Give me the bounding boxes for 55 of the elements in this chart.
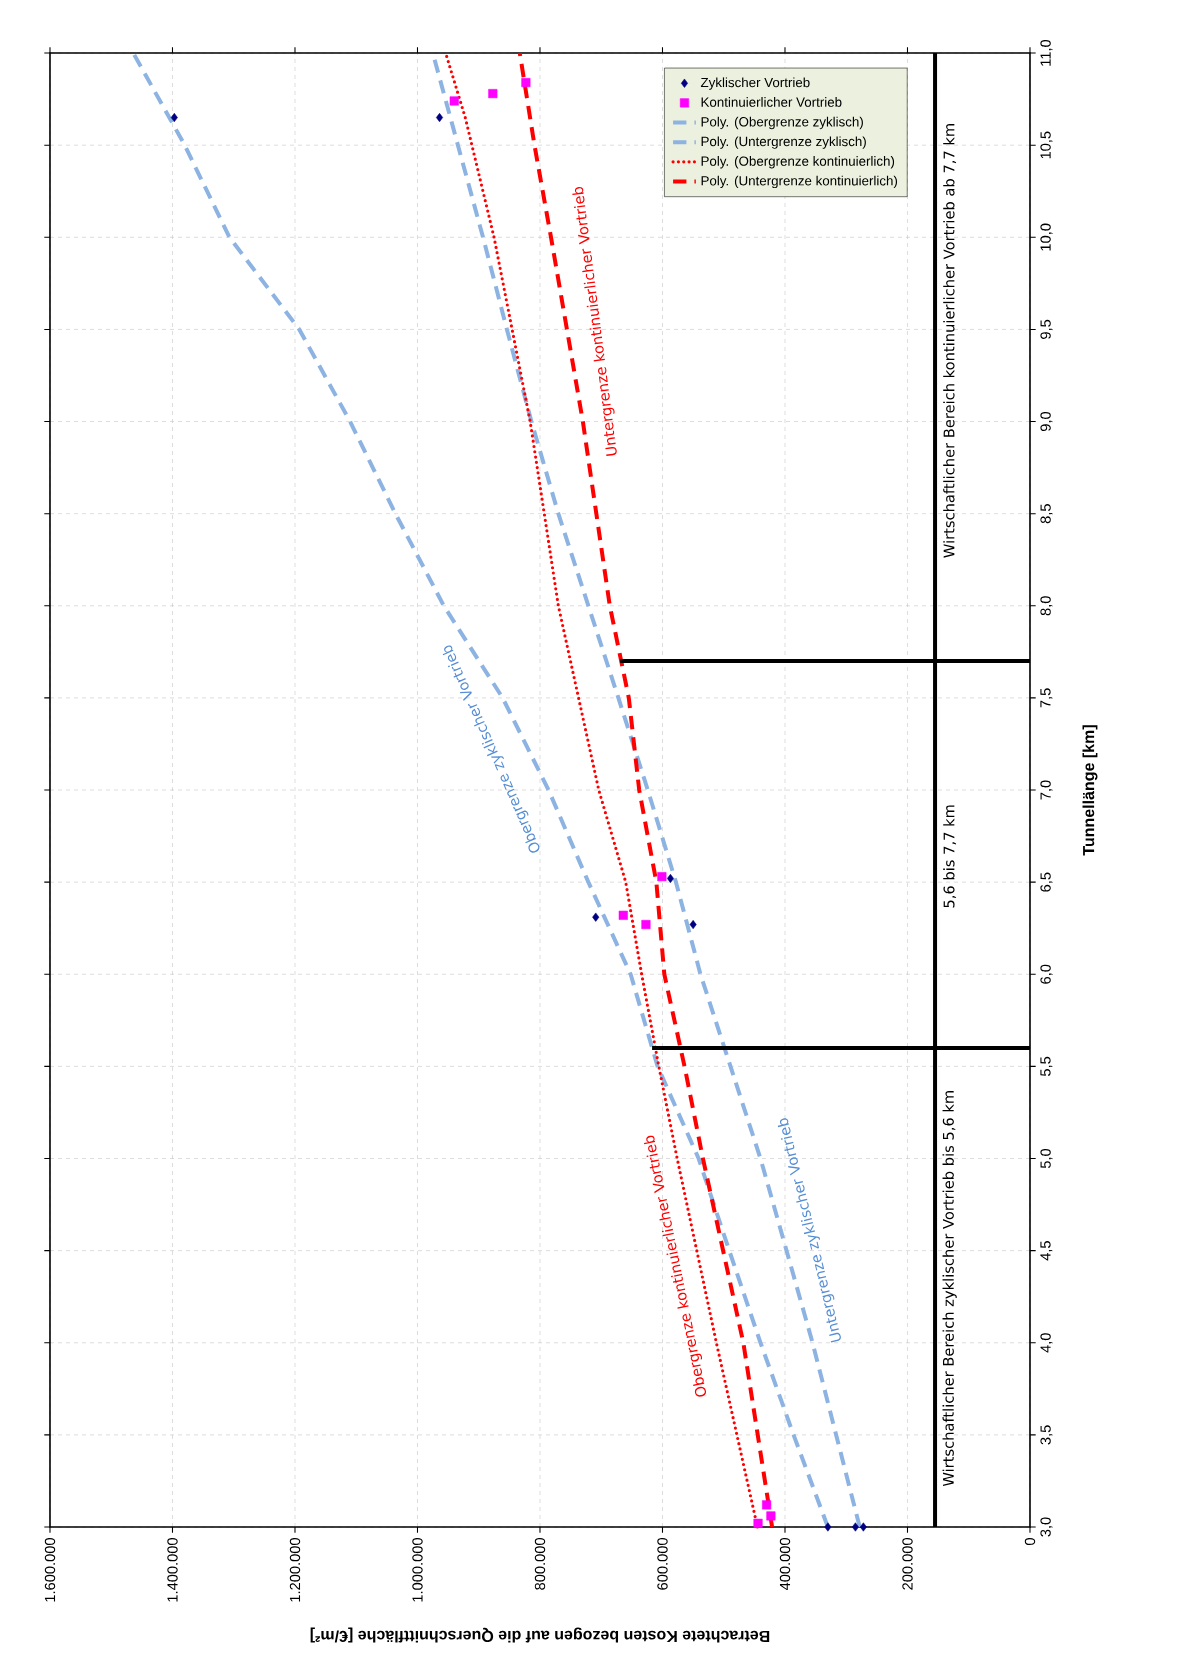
x-tick-label: 1.000.000 bbox=[412, 1537, 423, 1602]
y-tick-label: 3,5 bbox=[1040, 1425, 1053, 1445]
point bbox=[766, 1511, 776, 1521]
y-tick-label: 6,0 bbox=[1040, 964, 1053, 984]
y-tick-label: 8,0 bbox=[1040, 596, 1053, 616]
legend-label: Poly. (Untergrenze kontinuierlich) bbox=[701, 175, 898, 189]
x-tick-label: 400.000 bbox=[779, 1537, 791, 1591]
legend-label: Zyklischer Vortrieb bbox=[700, 77, 810, 90]
y-tick-label: 7,5 bbox=[1040, 688, 1053, 708]
x-axis-title: Betrachtete Kosten bezogen auf die Querschnittfläche [€/m²] bbox=[310, 1627, 770, 1643]
annotation: 5,6 bis 7,7 km bbox=[943, 805, 957, 908]
x-tick-label: 800.000 bbox=[534, 1537, 546, 1590]
point bbox=[488, 89, 498, 99]
point bbox=[618, 910, 628, 920]
legend-label: Poly. (Obergrenze zyklisch) bbox=[701, 116, 863, 130]
legend-label: Poly. (Obergrenze kontinuierlich) bbox=[701, 156, 895, 169]
y-tick-label: 3,0 bbox=[1040, 1517, 1053, 1537]
point bbox=[449, 96, 459, 106]
x-tick-label: 0 bbox=[1024, 1537, 1036, 1545]
point bbox=[641, 919, 651, 930]
y-tick-label: 4,5 bbox=[1040, 1241, 1053, 1261]
point bbox=[170, 113, 178, 123]
x-tick-label: 1.400.000 bbox=[167, 1537, 178, 1602]
point bbox=[436, 113, 444, 123]
point bbox=[824, 1522, 832, 1532]
y-tick-label: 6,5 bbox=[1040, 872, 1053, 892]
y-axis-title: Tunnellänge [km] bbox=[1082, 725, 1098, 856]
y-tick-label: 10,5 bbox=[1040, 131, 1053, 159]
point bbox=[666, 873, 674, 883]
y-tick-label: 5,0 bbox=[1040, 1148, 1053, 1169]
point bbox=[762, 1500, 772, 1510]
y-tick-label: 8,5 bbox=[1040, 504, 1053, 524]
point bbox=[689, 919, 697, 930]
annotation: Wirtschaftlicher Bereich kontinuierlicher Vortrieb ab 7,7 km bbox=[943, 124, 957, 558]
legend-label: Poly. (Untergrenze zyklisch) bbox=[701, 136, 866, 149]
point bbox=[521, 78, 531, 88]
x-tick-label: 200.000 bbox=[902, 1537, 913, 1590]
y-tick-label: 9,5 bbox=[1040, 319, 1053, 339]
x-tick-label: 600.000 bbox=[657, 1537, 668, 1590]
y-tick-label: 10,0 bbox=[1040, 223, 1053, 251]
legend-label: Kontinuierlicher Vortrieb bbox=[701, 97, 842, 107]
x-tick-label: 1.600.000 bbox=[44, 1537, 56, 1602]
annotation: Untergrenze kontinuierlicher Vortrieb bbox=[572, 186, 617, 456]
y-tick-label: 7,0 bbox=[1040, 780, 1053, 800]
point bbox=[592, 912, 600, 922]
point bbox=[657, 872, 667, 882]
point bbox=[851, 1522, 859, 1532]
annotation: Wirtschaftlicher Bereich zyklischer Vortrieb bis 5,6 km bbox=[942, 1091, 957, 1487]
y-tick-label: 11,0 bbox=[1040, 39, 1053, 66]
point bbox=[859, 1522, 867, 1532]
point bbox=[753, 1518, 763, 1528]
y-tick-label: 9,0 bbox=[1040, 411, 1053, 432]
x-tick-label: 1.200.000 bbox=[289, 1537, 301, 1602]
y-tick-label: 4,0 bbox=[1040, 1333, 1053, 1353]
y-tick-label: 5,5 bbox=[1040, 1056, 1053, 1076]
